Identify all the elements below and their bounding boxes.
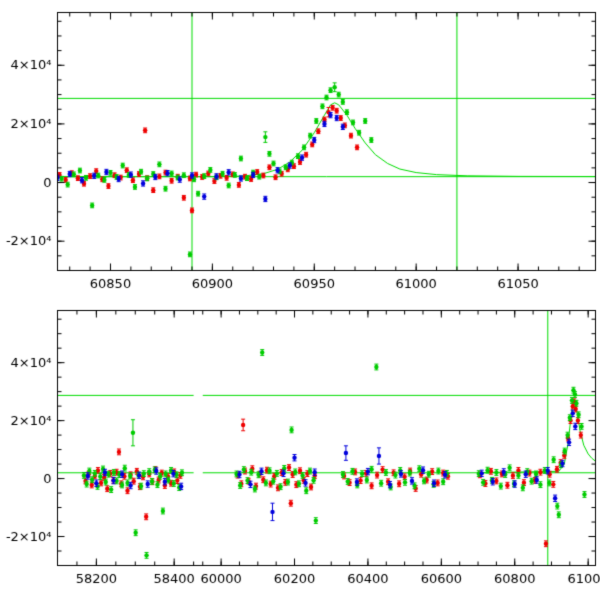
light-curves-canvas [0,0,600,600]
light-curve-figure [0,0,600,600]
